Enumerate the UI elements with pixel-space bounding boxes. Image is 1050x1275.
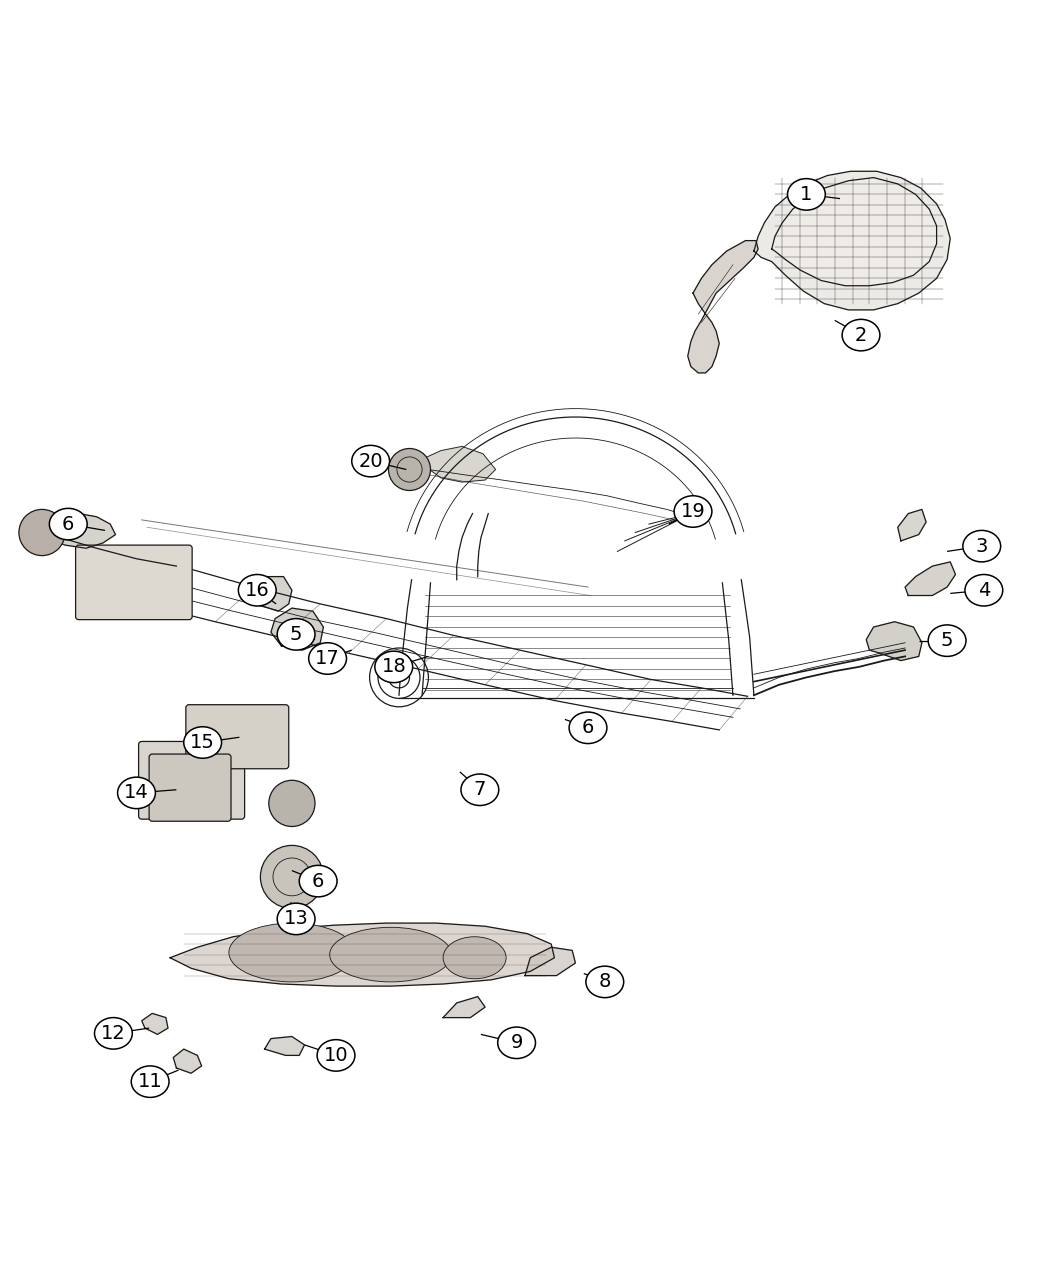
Text: 5: 5 <box>290 625 302 644</box>
Circle shape <box>269 780 315 826</box>
Text: 17: 17 <box>315 649 340 668</box>
Text: 1: 1 <box>800 185 813 204</box>
Circle shape <box>388 449 430 491</box>
FancyBboxPatch shape <box>186 705 289 769</box>
Ellipse shape <box>277 618 315 650</box>
FancyBboxPatch shape <box>139 742 245 819</box>
Ellipse shape <box>375 652 413 682</box>
Text: 2: 2 <box>855 325 867 344</box>
Polygon shape <box>173 1049 202 1074</box>
Ellipse shape <box>461 774 499 806</box>
Ellipse shape <box>443 937 506 979</box>
Polygon shape <box>142 1014 168 1034</box>
Ellipse shape <box>498 1028 536 1058</box>
Ellipse shape <box>788 179 825 210</box>
Polygon shape <box>772 177 937 286</box>
Polygon shape <box>170 923 554 986</box>
Text: 8: 8 <box>598 973 611 992</box>
Polygon shape <box>898 510 926 541</box>
Ellipse shape <box>330 927 452 982</box>
Ellipse shape <box>352 445 390 477</box>
Text: 6: 6 <box>582 718 594 737</box>
Text: 19: 19 <box>680 502 706 521</box>
Text: 4: 4 <box>978 580 990 599</box>
Text: 18: 18 <box>381 658 406 677</box>
Text: 15: 15 <box>190 733 215 752</box>
Text: 16: 16 <box>245 580 270 599</box>
Ellipse shape <box>586 966 624 997</box>
Circle shape <box>19 510 65 556</box>
Ellipse shape <box>965 575 1003 606</box>
Text: 7: 7 <box>474 780 486 799</box>
FancyBboxPatch shape <box>76 546 192 620</box>
Ellipse shape <box>49 509 87 539</box>
Text: 12: 12 <box>101 1024 126 1043</box>
Text: 3: 3 <box>975 537 988 556</box>
Polygon shape <box>525 947 575 975</box>
Ellipse shape <box>842 319 880 351</box>
Text: 10: 10 <box>323 1046 349 1065</box>
Text: 9: 9 <box>510 1033 523 1052</box>
Ellipse shape <box>963 530 1001 562</box>
Polygon shape <box>443 997 485 1017</box>
Polygon shape <box>40 514 116 548</box>
Text: 6: 6 <box>312 872 324 891</box>
Text: 5: 5 <box>941 631 953 650</box>
Polygon shape <box>754 171 950 310</box>
Ellipse shape <box>94 1017 132 1049</box>
Polygon shape <box>271 608 323 650</box>
Ellipse shape <box>299 866 337 896</box>
FancyBboxPatch shape <box>149 754 231 821</box>
Ellipse shape <box>184 727 222 759</box>
Ellipse shape <box>569 711 607 743</box>
Text: 6: 6 <box>62 515 75 534</box>
Ellipse shape <box>118 778 155 808</box>
Polygon shape <box>418 446 496 482</box>
Ellipse shape <box>317 1039 355 1071</box>
Ellipse shape <box>277 903 315 935</box>
Ellipse shape <box>238 575 276 606</box>
Polygon shape <box>905 562 956 595</box>
Polygon shape <box>260 576 292 611</box>
Polygon shape <box>688 241 758 372</box>
Polygon shape <box>866 622 922 660</box>
Text: 20: 20 <box>358 451 383 470</box>
Ellipse shape <box>309 643 346 674</box>
Ellipse shape <box>131 1066 169 1098</box>
Text: 14: 14 <box>124 783 149 802</box>
Polygon shape <box>265 1037 304 1056</box>
Circle shape <box>260 845 323 908</box>
Ellipse shape <box>928 625 966 657</box>
Text: 13: 13 <box>284 909 309 928</box>
Ellipse shape <box>229 923 355 982</box>
Text: 11: 11 <box>138 1072 163 1091</box>
Ellipse shape <box>674 496 712 528</box>
